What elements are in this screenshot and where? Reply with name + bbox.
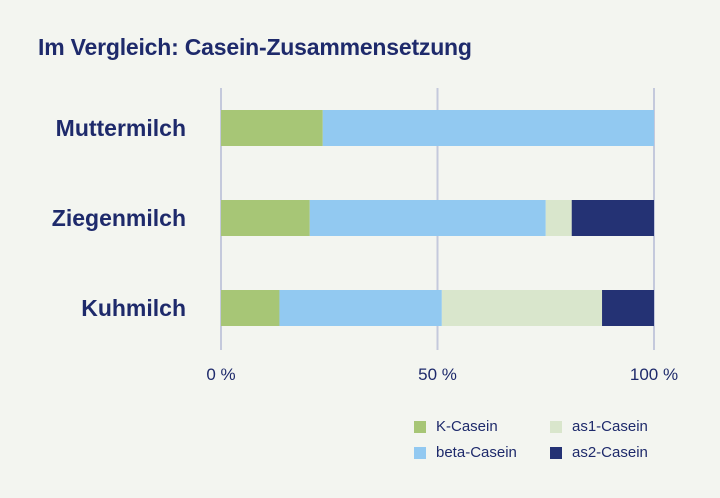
legend-swatch [550, 420, 562, 433]
bar-kuhmilch-as2-casein [602, 290, 654, 326]
x-tick-label-0: 0 % [206, 365, 235, 384]
chart-title: Im Vergleich: Casein-Zusammensetzung [38, 34, 472, 60]
bar-ziegenmilch-beta-casein [309, 200, 546, 236]
legend-label: beta-Casein [436, 444, 517, 461]
bar-kuhmilch-as1-casein [441, 290, 603, 326]
category-label-muttermilch: Muttermilch [56, 115, 186, 141]
bar-ziegenmilch-k-casein [221, 200, 310, 236]
bar-kuhmilch-k-casein [221, 290, 280, 326]
legend-item-beta-casein: beta-Casein [414, 444, 517, 461]
x-tick-label-1: 50 % [418, 365, 457, 384]
bar-muttermilch-k-casein [221, 110, 323, 146]
bar-ziegenmilch-as2-casein [571, 200, 654, 236]
legend-swatch [550, 446, 562, 459]
legend-item-as1-casein: as1-Casein [550, 418, 648, 435]
bar-muttermilch-beta-casein [322, 110, 654, 146]
category-label-kuhmilch: Kuhmilch [81, 295, 186, 321]
legend-swatch [414, 420, 426, 433]
legend-item-k-casein: K-Casein [414, 418, 498, 435]
legend-label: as2-Casein [572, 444, 648, 461]
x-tick-label-2: 100 % [630, 365, 678, 384]
category-label-ziegenmilch: Ziegenmilch [52, 205, 186, 231]
bar-ziegenmilch-as1-casein [545, 200, 572, 236]
legend-swatch [414, 446, 426, 459]
legend-item-as2-casein: as2-Casein [550, 444, 648, 461]
bar-kuhmilch-beta-casein [279, 290, 442, 326]
legend-label: K-Casein [436, 418, 498, 435]
legend-label: as1-Casein [572, 418, 648, 435]
